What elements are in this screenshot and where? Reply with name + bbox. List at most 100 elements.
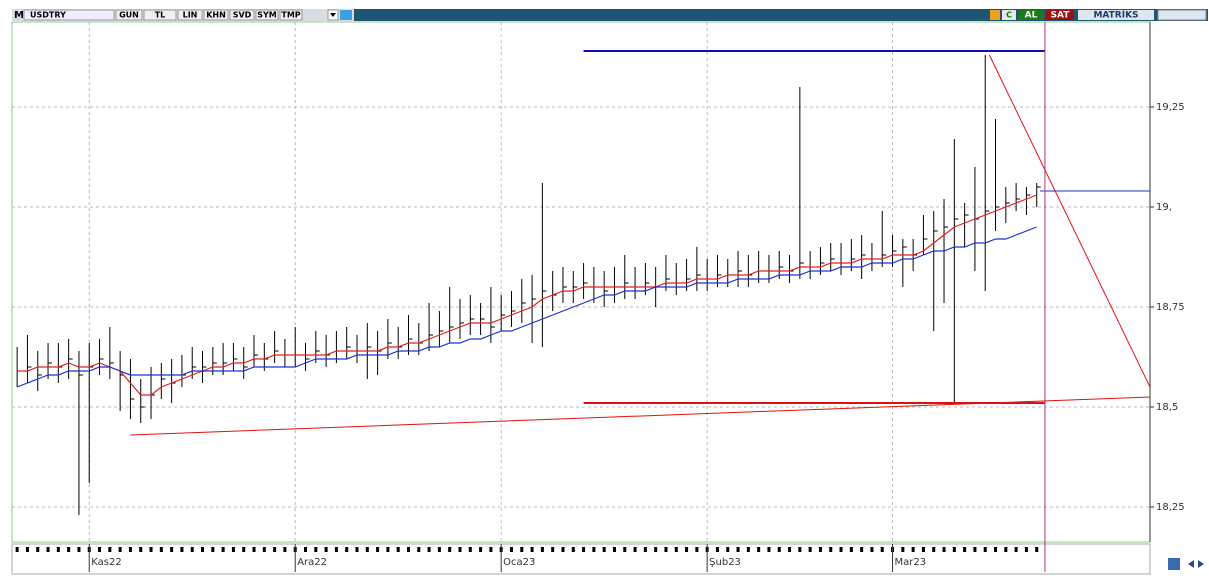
x-tick <box>231 547 235 552</box>
x-tick <box>901 547 905 552</box>
x-tick <box>386 547 390 552</box>
x-tick <box>726 547 730 552</box>
x-tick <box>654 547 658 552</box>
x-tick <box>798 547 802 552</box>
x-tick <box>582 547 586 552</box>
moving-average <box>16 226 1037 388</box>
x-tick <box>170 547 174 552</box>
toolbar-button[interactable] <box>229 9 255 21</box>
drawn-line <box>130 396 1151 436</box>
toolbar-button[interactable] <box>115 9 143 21</box>
sell-button[interactable] <box>1046 10 1074 20</box>
x-tick <box>365 547 369 552</box>
buy-label[interactable]: AL <box>1025 11 1038 21</box>
x-tick-label: Mar23 <box>895 557 927 568</box>
x-tick <box>406 547 410 552</box>
y-tick-label: 19, <box>1156 202 1172 213</box>
x-tick <box>571 547 575 552</box>
brand-box <box>1078 10 1154 20</box>
nav-icon[interactable] <box>1168 558 1180 570</box>
x-tick <box>561 547 565 552</box>
x-tick <box>942 547 946 552</box>
buy-button[interactable] <box>1018 10 1044 20</box>
toolbar-button-label[interactable]: KHN <box>206 11 226 20</box>
c-label[interactable]: C <box>1006 11 1012 20</box>
x-tick <box>46 547 50 552</box>
toolbar-button[interactable] <box>279 9 303 21</box>
toolbar-button-label[interactable]: SVD <box>233 11 252 20</box>
x-tick <box>777 547 781 552</box>
x-tick <box>788 547 792 552</box>
toolbar-button[interactable] <box>143 9 177 21</box>
x-tick-label: Şub23 <box>709 557 741 568</box>
sell-label[interactable]: SAT <box>1051 11 1071 21</box>
toolbar-button-label[interactable]: TMP <box>281 11 300 20</box>
x-tick <box>56 547 60 552</box>
x-tick <box>221 547 225 552</box>
toolbar-button[interactable] <box>203 9 229 21</box>
x-tick <box>159 547 163 552</box>
x-tick <box>139 547 143 552</box>
x-tick <box>108 547 112 552</box>
x-tick <box>149 547 153 552</box>
y-tick-label: 18,25 <box>1156 502 1185 513</box>
toolbar-button[interactable] <box>255 9 279 21</box>
x-tick <box>695 547 699 552</box>
x-tick <box>994 547 998 552</box>
x-tick <box>643 547 647 552</box>
x-tick <box>952 547 956 552</box>
x-tick <box>839 547 843 552</box>
x-tick <box>592 547 596 552</box>
x-tick <box>829 547 833 552</box>
x-tick <box>664 547 668 552</box>
x-tick <box>540 547 544 552</box>
x-tick <box>860 547 864 552</box>
flash-icon[interactable] <box>990 10 1000 20</box>
x-tick <box>242 547 246 552</box>
x-tick <box>468 547 472 552</box>
nav-arrows[interactable] <box>1188 560 1204 568</box>
toolbar-button-label[interactable]: LIN <box>183 11 198 20</box>
x-tick <box>211 547 215 552</box>
dropdown-arrow <box>330 13 336 17</box>
toolbar-button[interactable] <box>177 9 203 21</box>
window-controls[interactable] <box>1157 9 1207 21</box>
y-tick-label: 18,5 <box>1156 402 1178 413</box>
x-tick <box>252 547 256 552</box>
x-tick <box>437 547 441 552</box>
toolbar-button-label[interactable]: TL <box>155 11 166 20</box>
x-tick <box>551 547 555 552</box>
x-tick <box>633 547 637 552</box>
x-tick <box>36 547 40 552</box>
twitter-icon[interactable] <box>340 10 352 20</box>
x-tick <box>911 547 915 552</box>
x-tick <box>67 547 71 552</box>
x-tick-label: Oca23 <box>503 557 535 568</box>
toolbar-button-label[interactable]: GUN <box>119 11 139 20</box>
moving-average <box>17 194 1037 396</box>
c-button[interactable] <box>1002 10 1016 20</box>
x-tick <box>427 547 431 552</box>
x-tick <box>1035 547 1039 552</box>
symbol[interactable]: USDTRY <box>30 11 66 20</box>
y-tick-label: 19,25 <box>1156 102 1185 113</box>
x-tick <box>612 547 616 552</box>
x-tick <box>324 547 328 552</box>
x-tick <box>458 547 462 552</box>
x-tick <box>674 547 678 552</box>
symbol-box[interactable] <box>23 9 115 21</box>
x-tick-label: Kas22 <box>91 557 121 568</box>
toolbar-button-label[interactable]: SYM <box>257 11 277 20</box>
x-tick <box>520 547 524 552</box>
x-tick <box>1014 547 1018 552</box>
plot-area <box>11 21 1151 543</box>
x-tick <box>180 547 184 552</box>
x-tick <box>808 547 812 552</box>
x-tick <box>767 547 771 552</box>
x-tick <box>25 547 29 552</box>
x-tick <box>932 547 936 552</box>
x-tick <box>334 547 338 552</box>
x-tick <box>417 547 421 552</box>
